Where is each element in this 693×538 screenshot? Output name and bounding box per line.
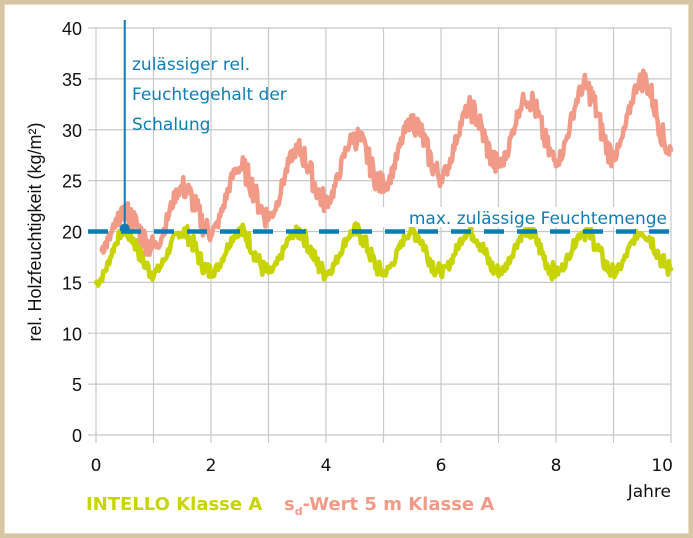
y-tick-label: 20 [62, 223, 82, 243]
series-sd-line [99, 68, 674, 258]
x-tick-label: 6 [436, 456, 447, 476]
x-axis-label: Jahre [627, 482, 671, 502]
y-axis-ticks: 0 5 10 15 20 25 30 35 40 [62, 19, 82, 446]
legend: INTELLO Klasse A sd-Wert 5 m Klasse A [86, 494, 494, 518]
y-axis-label: rel. Holzfeuchtigkeit (kg/m²) [25, 122, 45, 341]
x-tick-label: 8 [551, 456, 562, 476]
annotations: zulässiger rel. Feuchtegehalt der Schalu… [88, 20, 671, 234]
y-tick-label: 0 [72, 426, 82, 446]
annotation-vline-line2: Feuchtegehalt der [132, 85, 287, 105]
x-axis-ticks: 0 2 4 6 8 10 [91, 456, 673, 476]
chart-panel [4, 4, 689, 534]
x-tick-label: 4 [321, 456, 332, 476]
y-tick-label: 35 [62, 70, 82, 90]
series-intello-line [93, 220, 674, 288]
y-tick-label: 5 [72, 375, 82, 395]
y-tick-label: 15 [62, 273, 82, 293]
legend-intello: INTELLO Klasse A [86, 494, 262, 515]
grid [88, 27, 672, 443]
annotation-vline-line1: zulässiger rel. [132, 55, 250, 75]
annotation-vline-line3: Schalung [132, 115, 210, 135]
legend-sd: sd-Wert 5 m Klasse A [284, 494, 494, 518]
series-lines [93, 68, 674, 288]
y-tick-label: 25 [62, 172, 82, 192]
x-tick-label: 10 [651, 456, 673, 476]
x-tick-label: 0 [91, 456, 102, 476]
legend-sd-subscript: d [295, 505, 303, 518]
legend-sd-prefix: s [284, 494, 295, 515]
y-tick-label: 30 [62, 121, 82, 141]
x-tick-label: 2 [206, 456, 217, 476]
y-tick-label: 10 [62, 324, 82, 344]
legend-sd-rest: -Wert 5 m Klasse A [303, 494, 495, 515]
y-tick-label: 40 [62, 19, 82, 39]
annotation-hline-label: max. zulässige Feuchtemenge [409, 209, 667, 229]
annotation-hline-bg [366, 207, 668, 227]
